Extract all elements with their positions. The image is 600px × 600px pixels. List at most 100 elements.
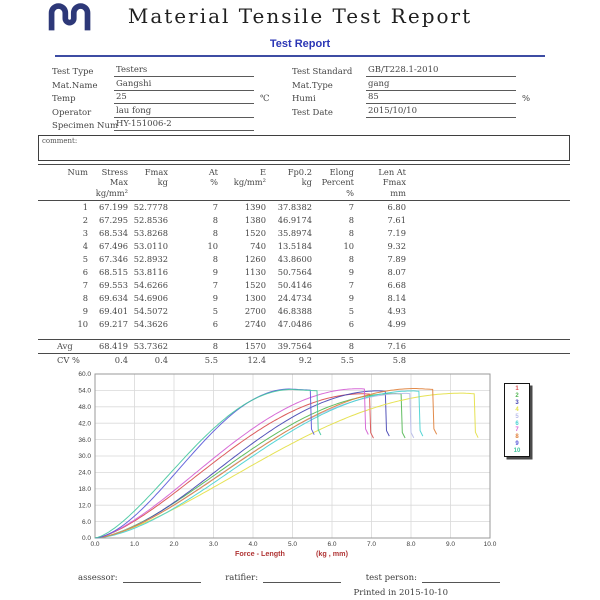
table-cell: 67.346 [98, 254, 128, 265]
x-tick-label: 8.0 [406, 541, 415, 548]
table-cell: 13.5184 [277, 241, 312, 252]
table-row: 1 67.199 52.7778 7 1390 37.8382 7 6.80 [38, 201, 570, 214]
table-cell: 6 [348, 318, 354, 329]
x-tick-label: 3.0 [209, 541, 218, 548]
info-label: Mat.Name [52, 80, 98, 91]
table-cell: 2 [82, 215, 88, 226]
legend-entry-3: 3 [515, 399, 519, 406]
table-cell: 69.217 [98, 318, 128, 329]
table-cell: 7.16 [358, 339, 410, 354]
y-tick-label: 42.0 [78, 420, 91, 427]
column-header: Len At Fmax mm [358, 163, 410, 202]
curve-series-6 [94, 390, 424, 539]
info-label: Specimen Num [52, 120, 119, 131]
table-row: 10 69.217 54.3626 6 2740 47.0486 6 4.99 [38, 318, 570, 331]
table-cell: 68.534 [98, 228, 128, 239]
table-cell: 67.199 [98, 202, 128, 213]
table-cell [172, 331, 222, 340]
filler-cell [410, 266, 570, 279]
y-tick-label: 6.0 [82, 519, 91, 526]
table-cell: 68.515 [98, 267, 128, 278]
table-row: 2 67.295 52.8536 8 1380 46.9174 8 7.61 [38, 214, 570, 227]
table-cell [222, 331, 270, 340]
curve-series-10 [94, 388, 322, 539]
table-cell: 1130 [244, 267, 266, 278]
specimen-info-section: Test Type Testers Mat.Name Gangshi Temp 25 ℃ Op… [52, 64, 570, 131]
table-cell: 8 [348, 215, 354, 226]
chart-canvas: 0.0 1.0 2.0 3.0 4.0 5.0 6.0 7.0 8.0 9.0 10.0 0.0 6.0… [78, 371, 497, 558]
info-label: Temp [52, 94, 76, 105]
table-cell: 8.07 [387, 267, 406, 278]
table-cell: 50.4146 [277, 280, 312, 291]
info-row: Mat.Name Gangshi [52, 77, 292, 91]
info-row: Test Date 2015/10/10 [292, 104, 570, 118]
info-label: Operator [52, 107, 92, 118]
table-cell: 6.68 [387, 280, 406, 291]
table-cell: 8 [212, 254, 218, 265]
cv-row: CV % 0.4 0.4 5.5 12.4 9.2 5.5 5.8 [38, 352, 570, 367]
table-cell: 47.0486 [277, 318, 312, 329]
curve-series-7 [94, 388, 369, 539]
info-row: Operator lau fong [52, 104, 292, 118]
table-cell: 5.5 [316, 352, 358, 367]
table-cell: 7 [212, 202, 218, 213]
table-cell: 52.8932 [133, 254, 168, 265]
table-cell: 0.4 [132, 352, 172, 367]
table-cell: 7.89 [387, 254, 406, 265]
table-cell [132, 331, 172, 340]
legend-entry-4: 4 [515, 406, 519, 413]
info-unit: ℃ [260, 94, 270, 105]
table-cell: 4.99 [387, 318, 406, 329]
column-header: At% [172, 163, 222, 202]
printed-date: Printed in 2015-10-10 [353, 587, 448, 598]
info-value-field: HY-151006-2 [114, 119, 254, 131]
table-cell: 50.7564 [277, 267, 312, 278]
table-cell: 1 [82, 202, 88, 213]
legend-entry-2: 2 [515, 392, 519, 399]
header-divider [55, 55, 545, 57]
assessor-label: assessor: [78, 572, 118, 583]
table-cell: 5.8 [358, 352, 410, 367]
report-header: Material Tensile Test Report [0, 0, 600, 32]
info-row: Humi 85% [292, 91, 570, 105]
info-column-left: Test Type Testers Mat.Name Gangshi Temp 25 ℃ Op… [52, 64, 292, 131]
table-cell: 4.93 [387, 305, 406, 316]
table-cell: 2740 [244, 318, 266, 329]
table-cell: 35.8974 [277, 228, 312, 239]
y-tick-label: 30.0 [78, 453, 91, 460]
table-cell: 39.7564 [270, 339, 316, 354]
table-cell: 69.553 [98, 280, 128, 291]
table-cell: 8 [82, 293, 88, 303]
y-tick-label: 12.0 [78, 502, 91, 509]
table-cell: 67.295 [98, 215, 128, 226]
table-cell: 4 [82, 241, 88, 252]
table-cell: 6 [212, 318, 218, 329]
column-header: Stress Max kg/mm² [92, 163, 132, 202]
info-row: Temp 25 ℃ [52, 91, 292, 105]
info-value-field: 25 [114, 92, 254, 105]
x-tick-label: 2.0 [169, 541, 178, 548]
assessor-signature-line [122, 574, 201, 583]
table-cell: 0.4 [92, 352, 132, 367]
table-cell: 6 [82, 267, 88, 278]
table-cell: 9 [348, 267, 354, 278]
tensile-curves-chart: 0.0 1.0 2.0 3.0 4.0 5.0 6.0 7.0 8.0 9.0 10.0 0.0 6.0… [30, 369, 596, 565]
table-cell: 54.6266 [133, 280, 168, 291]
x-tick-label: 1.0 [130, 541, 139, 548]
info-row: Test Type Testers [52, 64, 292, 78]
table-cell: 37.8382 [277, 202, 312, 213]
x-tick-label: 10.0 [484, 541, 497, 548]
table-cell: 43.8600 [277, 254, 312, 265]
ratifier-signature: ratifier: [225, 573, 342, 583]
y-tick-label: 0.0 [82, 535, 91, 542]
table-cell: 8 [348, 228, 354, 239]
column-header: Fp0.2 kg [270, 163, 316, 202]
legend-entry-10: 10 [513, 448, 521, 455]
y-tick-label: 54.0 [78, 388, 91, 395]
comment-box: comment: [38, 134, 570, 161]
table-cell: 24.4734 [277, 293, 312, 303]
info-value-field: Gangshi [114, 79, 254, 91]
